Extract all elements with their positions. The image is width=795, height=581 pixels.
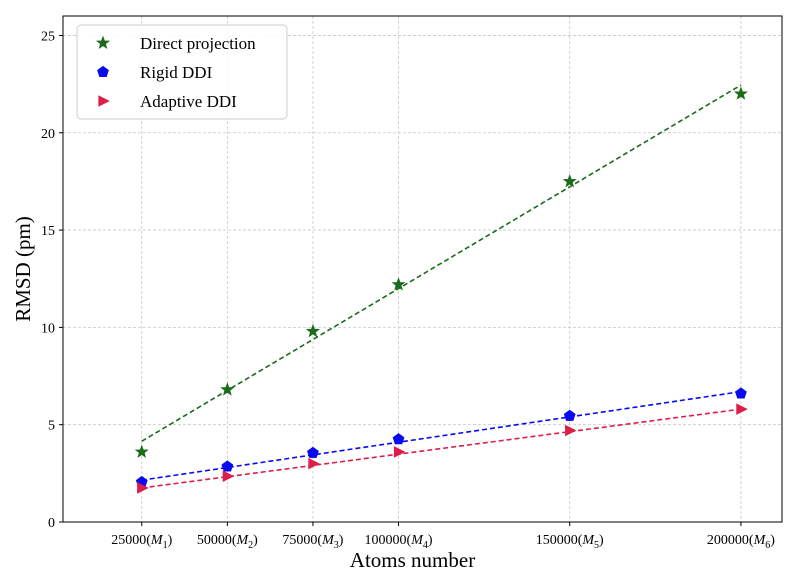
legend: Direct projection Rigid DDI Adaptive DDI xyxy=(76,24,288,120)
y-axis-ticks: 0 5 10 15 20 25 xyxy=(41,29,63,531)
x-tick-subscript: 1 xyxy=(163,540,168,551)
legend-box xyxy=(76,24,288,120)
rigid-ddi-point xyxy=(735,387,747,399)
legend-adaptive-ddi-marker xyxy=(98,95,110,107)
direct-projection-point xyxy=(220,382,235,396)
x-tick-symbol: M xyxy=(410,533,424,548)
x-tick-subscript: 5 xyxy=(594,540,599,551)
rigid-ddi-point xyxy=(307,446,319,458)
y-tick-label: 5 xyxy=(48,419,55,434)
direct-projection-fit-line xyxy=(141,84,742,442)
rigid-ddi-point xyxy=(563,409,576,421)
y-tick-label: 25 xyxy=(41,29,55,44)
legend-direct-projection-label: Direct projection xyxy=(140,34,256,53)
x-tick-symbol: M xyxy=(753,533,767,548)
direct-projection-point xyxy=(562,174,577,188)
plot-frame xyxy=(62,15,783,523)
x-tick-close: ) xyxy=(168,533,173,548)
data-markers xyxy=(134,86,748,494)
x-tick-close: ) xyxy=(339,533,344,548)
x-tick-symbol: M xyxy=(321,533,335,548)
rigid-ddi-point xyxy=(221,460,234,472)
direct-projection-point xyxy=(391,277,406,291)
direct-projection-point xyxy=(305,323,320,338)
x-tick-close: ) xyxy=(428,533,433,548)
x-tick-number: 50000( xyxy=(197,533,237,548)
legend-adaptive-ddi-label: Adaptive DDI xyxy=(140,92,237,111)
rigid-ddi-point xyxy=(392,433,405,445)
direct-projection-point xyxy=(733,86,748,100)
adaptive-ddi-point xyxy=(222,470,235,483)
legend-rigid-ddi-label: Rigid DDI xyxy=(140,63,213,82)
x-tick-symbol: M xyxy=(150,533,164,548)
x-tick-label: 25000(M1) xyxy=(111,533,172,551)
x-tick-subscript: 6 xyxy=(765,540,770,551)
x-tick-close: ) xyxy=(770,533,775,548)
adaptive-ddi-point xyxy=(736,403,748,415)
x-tick-subscript: 3 xyxy=(334,540,339,551)
x-tick-close: ) xyxy=(253,533,258,548)
adaptive-ddi-point xyxy=(393,446,406,458)
adaptive-ddi-point xyxy=(565,424,577,437)
x-tick-number: 200000( xyxy=(707,533,754,548)
y-tick-label: 20 xyxy=(41,127,55,142)
y-tick-label: 15 xyxy=(41,224,55,239)
x-axis-label: Atoms number xyxy=(350,548,475,572)
x-tick-subscript: 4 xyxy=(423,540,428,551)
adaptive-ddi-point xyxy=(308,457,320,470)
y-tick-label: 10 xyxy=(41,321,55,336)
direct-projection-point xyxy=(134,444,149,458)
x-tick-label: 150000(M5) xyxy=(536,533,604,551)
x-tick-label: 75000(M3) xyxy=(282,533,343,551)
x-tick-label: 50000(M2) xyxy=(197,533,258,551)
fit-lines xyxy=(141,84,742,489)
y-tick-label: 0 xyxy=(48,516,55,531)
x-tick-subscript: 2 xyxy=(248,540,253,551)
x-tick-label: 200000(M6) xyxy=(707,533,775,551)
x-tick-number: 25000( xyxy=(111,533,151,548)
rigid-ddi-fit-line xyxy=(141,390,742,481)
x-tick-symbol: M xyxy=(581,533,595,548)
x-tick-number: 100000( xyxy=(365,533,412,548)
x-tick-symbol: M xyxy=(236,533,250,548)
y-axis-label: RMSD (pm) xyxy=(11,216,35,322)
adaptive-ddi-fit-line xyxy=(141,408,742,489)
adaptive-ddi-point xyxy=(137,482,149,494)
x-tick-label: 100000(M4) xyxy=(365,533,433,551)
x-tick-number: 75000( xyxy=(282,533,322,548)
x-axis-ticks: 25000(M1) 50000(M2) 75000(M3) 100000(M4) 150… xyxy=(111,522,775,551)
x-tick-close: ) xyxy=(599,533,604,548)
legend-direct-projection-marker xyxy=(95,35,111,49)
x-tick-number: 150000( xyxy=(536,533,583,548)
legend-rigid-ddi-marker xyxy=(97,65,109,77)
